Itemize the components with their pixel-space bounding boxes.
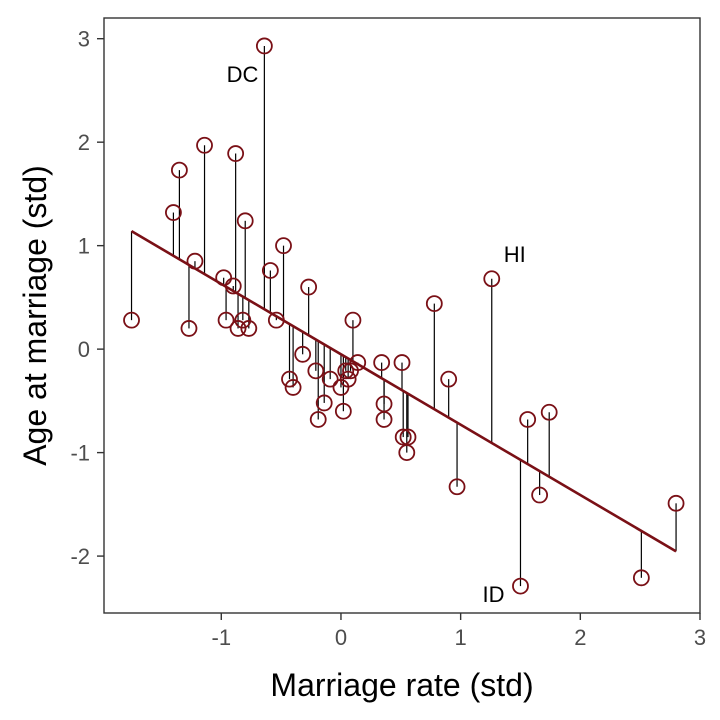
regression-line [130,230,677,553]
data-point [267,311,285,329]
data-point [300,278,318,296]
data-point [373,354,391,371]
y-tick-label: 0 [78,337,90,362]
data-point [234,311,252,329]
data-point [284,379,302,396]
data-point [315,394,333,412]
annotation-id: ID [482,582,504,607]
data-point [440,370,458,388]
data-point [321,370,339,388]
x-axis-title: Marriage rate (std) [270,667,533,703]
data-point [339,370,357,388]
data-point [224,277,242,295]
data-point [227,145,245,162]
point-annotations: DC HI ID [227,62,526,607]
data-point [531,486,549,504]
data-point [394,428,412,446]
x-tick-label: 2 [574,625,586,650]
y-axis-title: Age at marriage (std) [17,165,53,466]
data-point [215,269,233,287]
y-tick-label: 1 [78,234,90,259]
data-point [425,295,443,313]
data-point [255,37,273,55]
data-point [217,311,235,329]
data-point [261,262,279,279]
data-point [186,252,204,270]
y-tick-label: 2 [78,130,90,155]
data-point [344,311,362,329]
data-point [512,577,529,595]
data-point [196,136,213,154]
data-point [399,428,417,446]
data-point [180,320,198,337]
data-point [349,354,367,371]
data-point [236,212,254,230]
plot-frame [103,17,701,614]
y-tick-label: -1 [70,441,90,466]
data-point [393,354,411,371]
data-point [275,237,292,255]
data-point [229,320,247,337]
data-point [294,345,312,363]
x-axis: -1 0 1 2 3 [212,613,706,650]
x-tick-label: 0 [335,625,347,650]
data-point [483,270,501,288]
y-axis: -2 -1 0 1 2 3 [70,27,104,569]
regression-line-group [130,230,677,553]
x-tick-label: -1 [212,625,232,650]
data-point [519,411,537,428]
data-point [281,370,298,388]
y-tick-label: 3 [78,27,90,52]
data-point [240,320,258,337]
data-point [123,311,140,329]
data-point [307,362,325,380]
data-point [337,362,355,380]
y-tick-label: -2 [70,544,90,569]
data-point [448,478,466,496]
data-point [170,161,188,179]
x-tick-label: 3 [694,625,706,650]
data-point [334,402,352,420]
data-point [375,411,393,428]
data-point [165,204,182,221]
data-point [632,569,650,587]
data-point [540,403,558,421]
annotation-hi: HI [504,242,526,267]
annotation-dc: DC [227,62,259,87]
data-point [309,411,327,428]
residual-lines [130,45,677,587]
x-tick-label: 1 [455,625,467,650]
data-point [667,494,685,512]
data-points [123,37,685,595]
